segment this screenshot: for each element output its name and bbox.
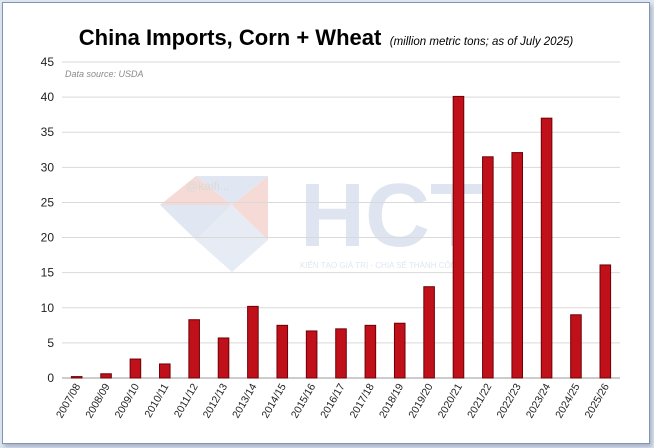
- bar: [452, 95, 465, 379]
- watermark-logo: HCT @kaifi... KIẾN TẠO GIÁ TRỊ - CHIA SẺ…: [160, 166, 485, 272]
- chart-subtitle: (million metric tons; as of July 2025): [389, 36, 574, 48]
- bar: [159, 363, 171, 379]
- bar: [364, 324, 377, 379]
- bar: [100, 373, 112, 379]
- y-axis: 0 5 10 15 20 25 30 35 40 45: [41, 55, 55, 385]
- x-tick-label: 2017/18: [348, 381, 377, 420]
- gridlines: [62, 61, 620, 379]
- x-tick-label: 2025/26: [583, 381, 612, 420]
- x-tick-label: 2020/21: [436, 381, 465, 420]
- x-axis: 2007/08 2008/09 2009/10 2010/11 2011/12 2012/…: [54, 381, 612, 420]
- y-tick-label: 5: [47, 336, 54, 350]
- bar: [129, 358, 142, 379]
- bar: [482, 156, 494, 379]
- bar: [70, 376, 83, 379]
- x-tick-label: 2008/09: [83, 381, 112, 420]
- x-tick-label: 2009/10: [113, 381, 142, 420]
- x-tick-label: 2018/19: [377, 381, 406, 420]
- x-tick-label: 2007/08: [54, 381, 83, 420]
- y-tick-label: 45: [41, 55, 55, 69]
- bar: [247, 305, 259, 379]
- bar: [217, 337, 230, 379]
- x-tick-label: 2011/12: [172, 381, 201, 419]
- y-tick-label: 30: [41, 160, 55, 174]
- bar: [423, 286, 435, 379]
- watermark-tagline: KIẾN TẠO GIÁ TRỊ - CHIA SẺ THÀNH CÔNG: [300, 260, 463, 270]
- bar: [393, 322, 406, 379]
- data-source-note: Data source: USDA: [65, 69, 144, 79]
- x-tick-label: 2013/14: [230, 381, 259, 420]
- watermark-handle: @kaifi...: [186, 179, 230, 193]
- x-tick-label: 2016/17: [318, 381, 347, 420]
- y-tick-label: 0: [47, 371, 54, 385]
- y-tick-label: 15: [41, 266, 55, 280]
- y-tick-label: 25: [41, 195, 55, 209]
- x-tick-label: 2014/15: [259, 381, 288, 420]
- y-tick-label: 35: [41, 125, 55, 139]
- x-tick-label: 2019/20: [406, 381, 435, 420]
- bar: [335, 328, 347, 379]
- bars: [70, 95, 612, 379]
- x-tick-label: 2012/13: [201, 381, 230, 420]
- x-tick-label: 2022/23: [494, 381, 523, 420]
- bar: [599, 264, 612, 379]
- x-tick-label: 2023/24: [524, 381, 553, 420]
- bar: [305, 330, 318, 379]
- x-tick-label: 2015/16: [289, 381, 318, 420]
- chart-title: China Imports, Corn + Wheat: [78, 25, 382, 50]
- bar: [188, 319, 200, 379]
- bar: [570, 314, 582, 379]
- x-tick-label: 2024/25: [553, 381, 582, 420]
- y-tick-label: 10: [41, 301, 55, 315]
- x-tick-label: 2021/22: [465, 381, 494, 420]
- bar: [511, 152, 523, 379]
- y-tick-label: 20: [41, 231, 55, 245]
- bar: [276, 324, 289, 379]
- bar: [540, 117, 553, 379]
- y-tick-label: 40: [41, 90, 55, 104]
- chart-title-row: China Imports, Corn + Wheat (million met…: [3, 25, 649, 51]
- x-tick-label: 2010/11: [142, 381, 171, 419]
